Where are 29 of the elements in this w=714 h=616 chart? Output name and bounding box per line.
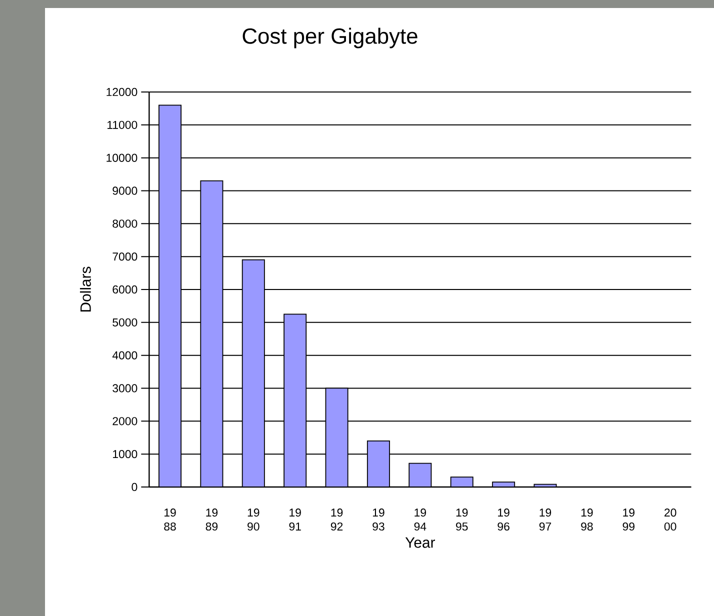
y-axis-title: Dollars bbox=[80, 266, 91, 312]
y-tick-label: 1000 bbox=[113, 450, 138, 458]
y-tick-label: 10000 bbox=[106, 154, 138, 162]
y-tick-label: 8000 bbox=[112, 220, 138, 228]
x-tick-label: 19 92 bbox=[330, 508, 343, 531]
x-tick-label: 19 99 bbox=[622, 508, 634, 531]
x-tick-label: 19 91 bbox=[289, 508, 301, 531]
x-tick-label: 20 00 bbox=[664, 508, 676, 531]
y-tick-label: 4000 bbox=[112, 351, 138, 360]
x-tick-label: 19 88 bbox=[164, 508, 176, 531]
x-tick-label: 19 97 bbox=[539, 508, 552, 531]
x-tick-label: 19 94 bbox=[414, 508, 426, 531]
x-tick-label: 19 98 bbox=[581, 508, 593, 531]
y-tick-label: 2000 bbox=[112, 417, 138, 426]
x-tick-label: 19 89 bbox=[206, 508, 218, 531]
y-tick-label: 0 bbox=[132, 482, 138, 492]
y-tick-label: 7000 bbox=[112, 252, 138, 261]
y-tick-label: 11000 bbox=[108, 120, 138, 129]
x-axis-title: Year bbox=[405, 537, 436, 548]
x-tick-label: 19 90 bbox=[248, 508, 260, 531]
y-tick-label: 9000 bbox=[112, 186, 138, 195]
x-tick-label: 19 96 bbox=[498, 508, 510, 531]
x-tick-label: 19 95 bbox=[456, 508, 468, 531]
chart-title: Cost per Gigabyte bbox=[242, 28, 418, 48]
y-tick-label: 6000 bbox=[112, 285, 138, 294]
y-tick-label: 3000 bbox=[112, 384, 138, 392]
y-tick-label: 5000 bbox=[112, 318, 138, 326]
x-tick-label: 19 93 bbox=[372, 508, 384, 531]
y-tick-label: 12000 bbox=[106, 88, 138, 96]
